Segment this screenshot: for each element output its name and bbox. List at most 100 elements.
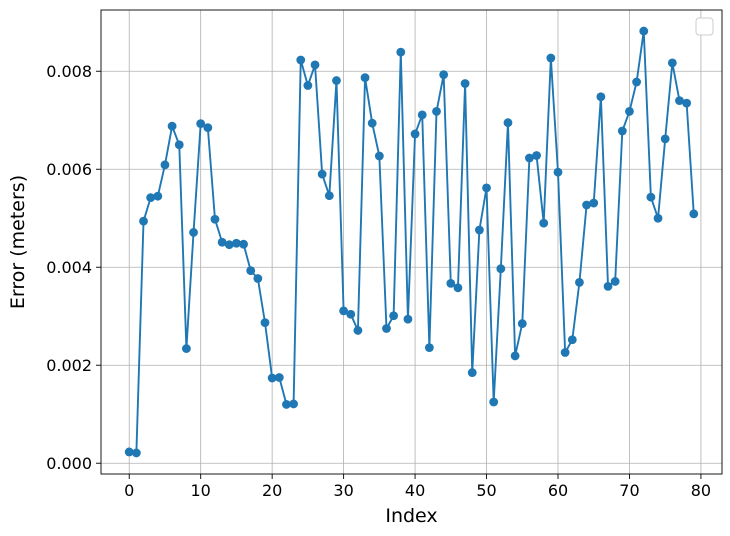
- y-tick-label: 0.002: [46, 356, 92, 375]
- data-point: [667, 58, 677, 68]
- y-tick-label: 0.006: [46, 160, 92, 179]
- series-line: [129, 30, 695, 454]
- x-axis-label: Index: [385, 505, 437, 527]
- data-point: [589, 198, 599, 208]
- legend-box: [695, 17, 714, 36]
- data-point: [560, 348, 570, 357]
- data-point: [382, 324, 391, 333]
- data-point: [553, 167, 563, 177]
- x-tick-label: 30: [333, 481, 353, 500]
- data-series: [124, 26, 699, 458]
- data-point: [124, 447, 134, 457]
- data-point: [417, 110, 427, 120]
- data-point: [682, 98, 692, 108]
- grid: [101, 10, 722, 474]
- x-tick-label: 80: [691, 481, 711, 500]
- data-point: [474, 225, 484, 235]
- data-point: [260, 318, 270, 327]
- data-point: [603, 281, 613, 291]
- data-point: [139, 216, 148, 226]
- y-tick-label: 0.004: [46, 258, 92, 277]
- data-point: [210, 214, 220, 224]
- data-point: [389, 311, 399, 321]
- data-point: [346, 309, 356, 319]
- plot-frame: [100, 9, 723, 475]
- data-point: [374, 151, 384, 161]
- axis-ticks: 0 10 20 30 40 50 60 70 80 0.000 0.002 0.004 0.006 0.0…: [46, 62, 711, 500]
- x-tick-label: 0: [124, 481, 134, 500]
- data-point: [217, 237, 227, 247]
- data-point: [596, 92, 606, 102]
- data-point: [510, 351, 520, 361]
- data-point: [653, 213, 663, 223]
- data-point: [439, 70, 449, 80]
- x-tick-label: 40: [405, 481, 425, 500]
- x-tick-label: 60: [548, 481, 568, 500]
- data-point: [539, 218, 549, 228]
- data-point: [131, 448, 141, 458]
- data-point: [196, 119, 206, 129]
- data-point: [503, 118, 513, 128]
- data-point: [224, 240, 234, 250]
- data-point: [353, 326, 363, 335]
- data-point: [525, 153, 534, 163]
- y-tick-label: 0.008: [46, 62, 92, 81]
- data-point: [289, 399, 298, 409]
- data-point: [181, 344, 191, 353]
- data-point: [146, 193, 156, 203]
- data-point: [296, 55, 306, 65]
- x-tick-label: 50: [476, 481, 496, 500]
- data-point: [689, 209, 699, 219]
- data-point: [646, 192, 656, 202]
- x-tick-label: 20: [262, 481, 282, 500]
- data-point: [446, 279, 456, 288]
- data-point: [632, 77, 642, 87]
- data-point: [239, 239, 248, 249]
- data-point: [189, 228, 198, 237]
- data-point: [567, 335, 577, 345]
- data-point: [324, 191, 334, 201]
- data-point: [546, 53, 556, 63]
- data-point: [203, 123, 213, 132]
- data-point: [360, 73, 370, 83]
- data-point: [246, 266, 256, 276]
- data-point: [282, 400, 291, 409]
- data-point: [582, 200, 591, 210]
- x-tick-label: 70: [619, 481, 639, 500]
- data-point: [482, 183, 491, 193]
- data-point: [575, 278, 584, 287]
- data-point: [639, 26, 649, 36]
- data-point: [617, 126, 627, 136]
- data-point: [625, 107, 634, 116]
- data-point: [410, 129, 420, 139]
- data-point: [267, 373, 277, 383]
- data-point: [532, 151, 541, 160]
- data-point: [317, 169, 327, 179]
- data-point: [332, 76, 341, 85]
- data-point: [367, 118, 377, 128]
- data-point: [396, 47, 406, 57]
- data-point: [274, 373, 284, 382]
- data-point: [232, 238, 241, 248]
- data-point: [403, 314, 413, 324]
- data-point: [460, 79, 470, 88]
- y-tick-label: 0.000: [46, 454, 92, 473]
- x-tick-label: 10: [191, 481, 211, 500]
- data-point: [160, 160, 170, 170]
- data-point: [453, 283, 463, 293]
- data-point: [489, 397, 499, 407]
- data-point: [303, 81, 313, 90]
- data-point: [432, 107, 441, 116]
- data-point: [339, 306, 349, 316]
- data-point: [660, 134, 670, 144]
- data-point: [467, 368, 477, 377]
- data-point: [517, 319, 527, 328]
- data-point: [153, 191, 163, 201]
- data-point: [496, 264, 506, 274]
- data-point: [310, 60, 320, 70]
- data-point: [253, 274, 263, 283]
- data-point: [174, 140, 184, 150]
- data-point: [675, 96, 684, 106]
- y-axis-label: Error (meters): [7, 175, 29, 309]
